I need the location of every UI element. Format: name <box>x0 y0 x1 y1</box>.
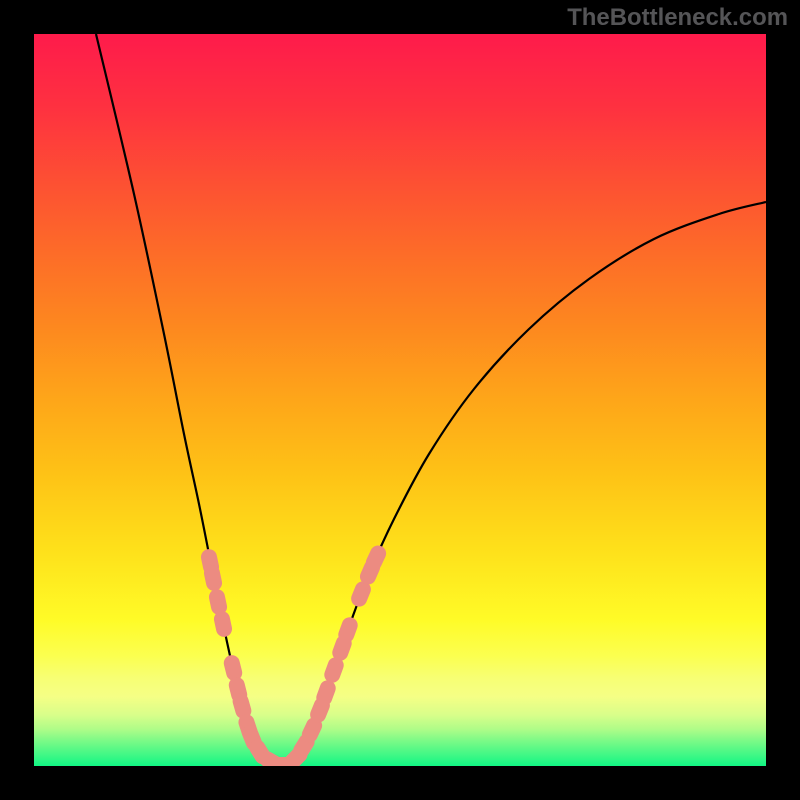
curve-left <box>96 34 284 766</box>
plot-area <box>34 34 766 766</box>
curve-layer <box>34 34 766 766</box>
watermark-text: TheBottleneck.com <box>567 4 788 32</box>
chart-frame: TheBottleneck.com <box>0 0 800 800</box>
curve-right <box>284 202 766 766</box>
